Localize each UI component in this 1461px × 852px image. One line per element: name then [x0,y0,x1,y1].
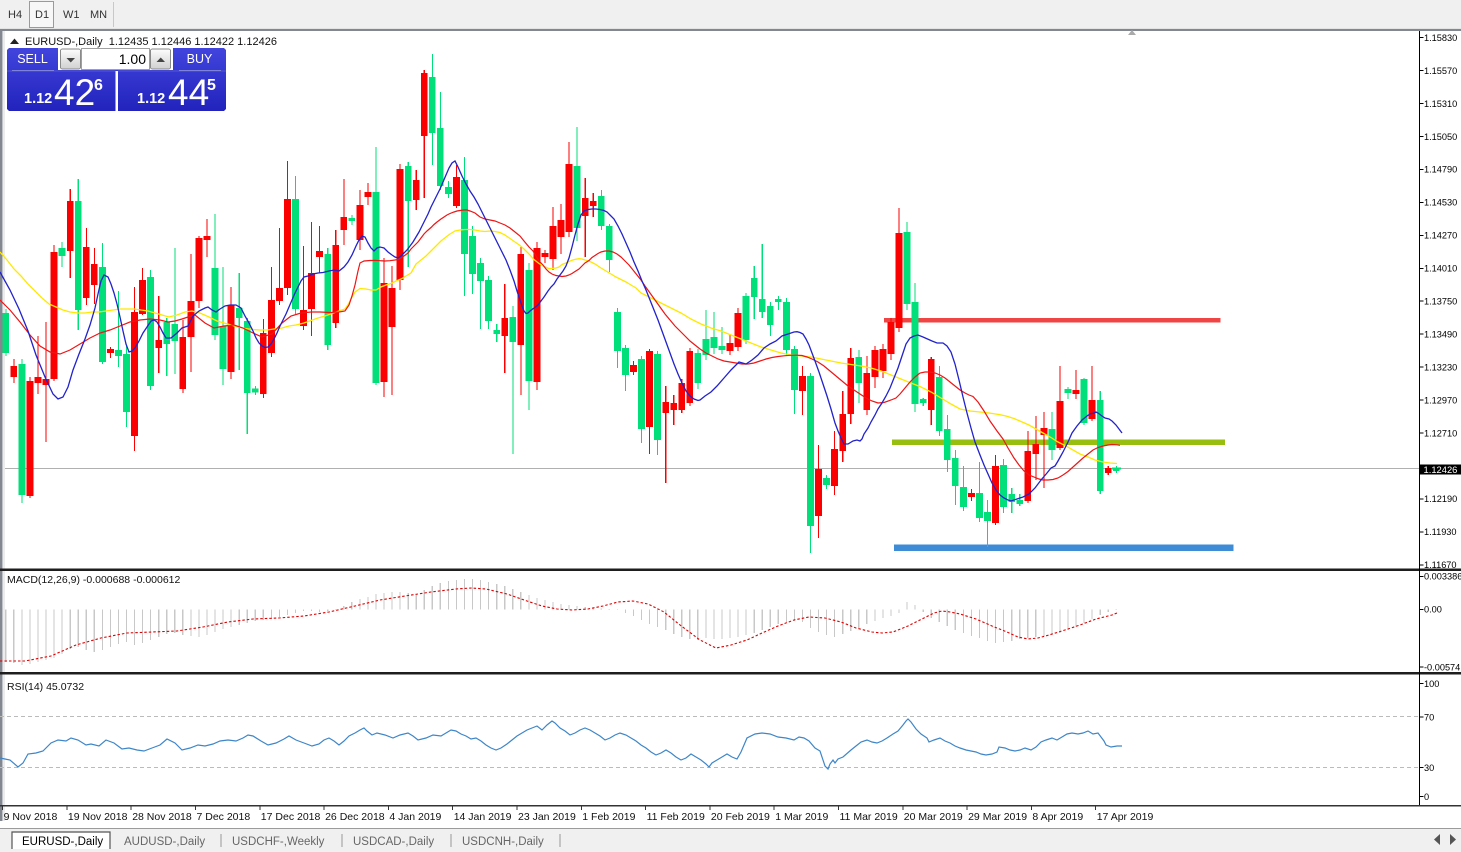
svg-text:1.14270: 1.14270 [1424,231,1457,241]
svg-text:1.14530: 1.14530 [1424,198,1457,208]
svg-text:28 Nov 2018: 28 Nov 2018 [132,811,192,823]
svg-text:1.15830: 1.15830 [1424,33,1457,43]
svg-text:0: 0 [1424,792,1429,802]
svg-text:1.12970: 1.12970 [1424,395,1457,405]
svg-text:9 Nov 2018: 9 Nov 2018 [4,811,58,823]
svg-text:-0.00574: -0.00574 [1424,662,1460,672]
svg-text:1 Mar 2019: 1 Mar 2019 [775,811,828,823]
svg-text:EURUSD-,Daily: EURUSD-,Daily [22,836,103,848]
svg-text:6: 6 [94,77,103,94]
svg-text:USDCNH-,Daily: USDCNH-,Daily [462,836,544,848]
svg-text:5: 5 [207,77,216,94]
svg-text:23 Jan 2019: 23 Jan 2019 [518,811,576,823]
svg-text:1.15310: 1.15310 [1424,99,1457,109]
svg-text:1.11930: 1.11930 [1424,527,1457,537]
svg-text:MACD(12,26,9) -0.000688 -0.000: MACD(12,26,9) -0.000688 -0.000612 [7,574,181,586]
svg-text:29 Mar 2019: 29 Mar 2019 [968,811,1027,823]
svg-text:8 Apr 2019: 8 Apr 2019 [1032,811,1083,823]
svg-text:1.13490: 1.13490 [1424,330,1457,340]
svg-text:20 Feb 2019: 20 Feb 2019 [711,811,770,823]
svg-text:1.12426: 1.12426 [1424,464,1458,475]
svg-text:AUDUSD-,Daily: AUDUSD-,Daily [124,836,205,848]
svg-text:70: 70 [1424,712,1434,722]
svg-text:1.12: 1.12 [137,91,165,107]
svg-text:26 Dec 2018: 26 Dec 2018 [325,811,385,823]
svg-text:1.00: 1.00 [119,51,146,67]
svg-text:0.003386: 0.003386 [1424,572,1461,582]
svg-text:0.00: 0.00 [1424,605,1442,615]
svg-text:44: 44 [168,72,209,113]
svg-text:1 Feb 2019: 1 Feb 2019 [582,811,635,823]
svg-text:MN: MN [90,9,107,21]
svg-text:30: 30 [1424,763,1434,773]
svg-text:11 Feb 2019: 11 Feb 2019 [647,811,705,823]
svg-text:1.14790: 1.14790 [1424,165,1457,175]
svg-text:100: 100 [1424,679,1439,689]
svg-text:19 Nov 2018: 19 Nov 2018 [68,811,128,823]
svg-text:17 Dec 2018: 17 Dec 2018 [261,811,321,823]
svg-text:W1: W1 [63,9,80,21]
svg-text:14 Jan 2019: 14 Jan 2019 [454,811,512,823]
svg-text:11 Mar 2019: 11 Mar 2019 [840,811,898,823]
svg-text:1.12190: 1.12190 [1424,494,1457,504]
svg-text:RSI(14) 45.0732: RSI(14) 45.0732 [7,681,84,693]
svg-text:7 Dec 2018: 7 Dec 2018 [197,811,251,823]
svg-text:SELL: SELL [17,52,48,66]
svg-text:17 Apr 2019: 17 Apr 2019 [1097,811,1154,823]
svg-text:1.15570: 1.15570 [1424,66,1457,76]
svg-text:1.12710: 1.12710 [1424,428,1457,438]
svg-text:USDCAD-,Daily: USDCAD-,Daily [353,836,434,848]
svg-text:1.11670: 1.11670 [1424,560,1457,570]
svg-text:EURUSD-,Daily 1.12435 1.12446: EURUSD-,Daily 1.12435 1.12446 1.12422 1.… [25,36,277,48]
svg-text:D1: D1 [35,9,49,21]
svg-text:H4: H4 [8,9,22,21]
svg-text:1.13750: 1.13750 [1424,297,1457,307]
svg-text:20 Mar 2019: 20 Mar 2019 [904,811,963,823]
svg-text:1.12: 1.12 [24,91,52,107]
svg-text:USDCHF-,Weekly: USDCHF-,Weekly [232,836,325,848]
svg-text:1.14010: 1.14010 [1424,264,1457,274]
svg-text:4 Jan 2019: 4 Jan 2019 [389,811,441,823]
svg-text:42: 42 [54,72,95,113]
svg-text:BUY: BUY [187,52,213,66]
svg-text:1.15050: 1.15050 [1424,132,1457,142]
svg-text:1.13230: 1.13230 [1424,362,1457,372]
